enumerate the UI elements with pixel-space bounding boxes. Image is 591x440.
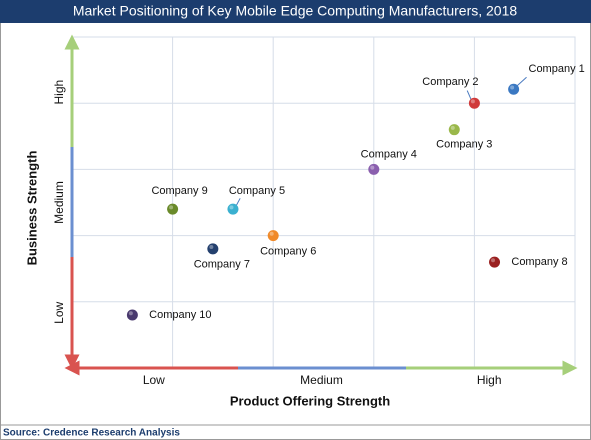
y-region-label: Low bbox=[52, 301, 66, 323]
y-region-label: Medium bbox=[52, 181, 66, 224]
point-label: Company 4 bbox=[361, 148, 417, 160]
x-region-label: Low bbox=[143, 373, 165, 387]
point bbox=[227, 203, 239, 215]
point-label: Company 2 bbox=[422, 76, 478, 88]
point-shine bbox=[269, 231, 274, 236]
point bbox=[167, 203, 179, 215]
point-shine bbox=[229, 205, 234, 210]
point-label: Company 6 bbox=[260, 246, 316, 258]
y-region-label: High bbox=[52, 80, 66, 105]
y-axis-label: Business Strength bbox=[24, 151, 39, 266]
point bbox=[267, 230, 279, 242]
point bbox=[448, 124, 460, 136]
grid bbox=[72, 37, 575, 368]
point-shine bbox=[370, 165, 375, 170]
point bbox=[508, 83, 520, 95]
point bbox=[489, 256, 501, 268]
point-shine bbox=[450, 125, 455, 130]
point-label: Company 10 bbox=[149, 309, 211, 321]
point-shine bbox=[169, 205, 174, 210]
leader-line bbox=[516, 76, 527, 87]
point-label: Company 9 bbox=[151, 185, 207, 197]
point-shine bbox=[510, 85, 515, 90]
point-label: Company 5 bbox=[229, 185, 285, 197]
point-label: Company 3 bbox=[436, 139, 492, 151]
chart-title: Market Positioning of Key Mobile Edge Co… bbox=[73, 3, 518, 19]
x-axis-label: Product Offering Strength bbox=[230, 393, 390, 408]
x-region-label: Medium bbox=[300, 373, 343, 387]
point-shine bbox=[491, 258, 496, 263]
point-label: Company 8 bbox=[511, 256, 567, 268]
leader-line bbox=[235, 198, 241, 207]
point bbox=[126, 309, 138, 321]
point bbox=[368, 163, 380, 175]
title-banner bbox=[0, 0, 591, 23]
source: Source: Credence Research Analysis bbox=[3, 428, 180, 439]
point-shine bbox=[209, 245, 214, 250]
point bbox=[207, 243, 219, 255]
point bbox=[468, 97, 480, 109]
point-label: Company 1 bbox=[529, 63, 585, 75]
leader-line bbox=[466, 90, 472, 101]
x-region-label: High bbox=[477, 373, 502, 387]
point-shine bbox=[470, 99, 475, 104]
point-label: Company 7 bbox=[194, 259, 250, 271]
point-shine bbox=[128, 311, 133, 316]
